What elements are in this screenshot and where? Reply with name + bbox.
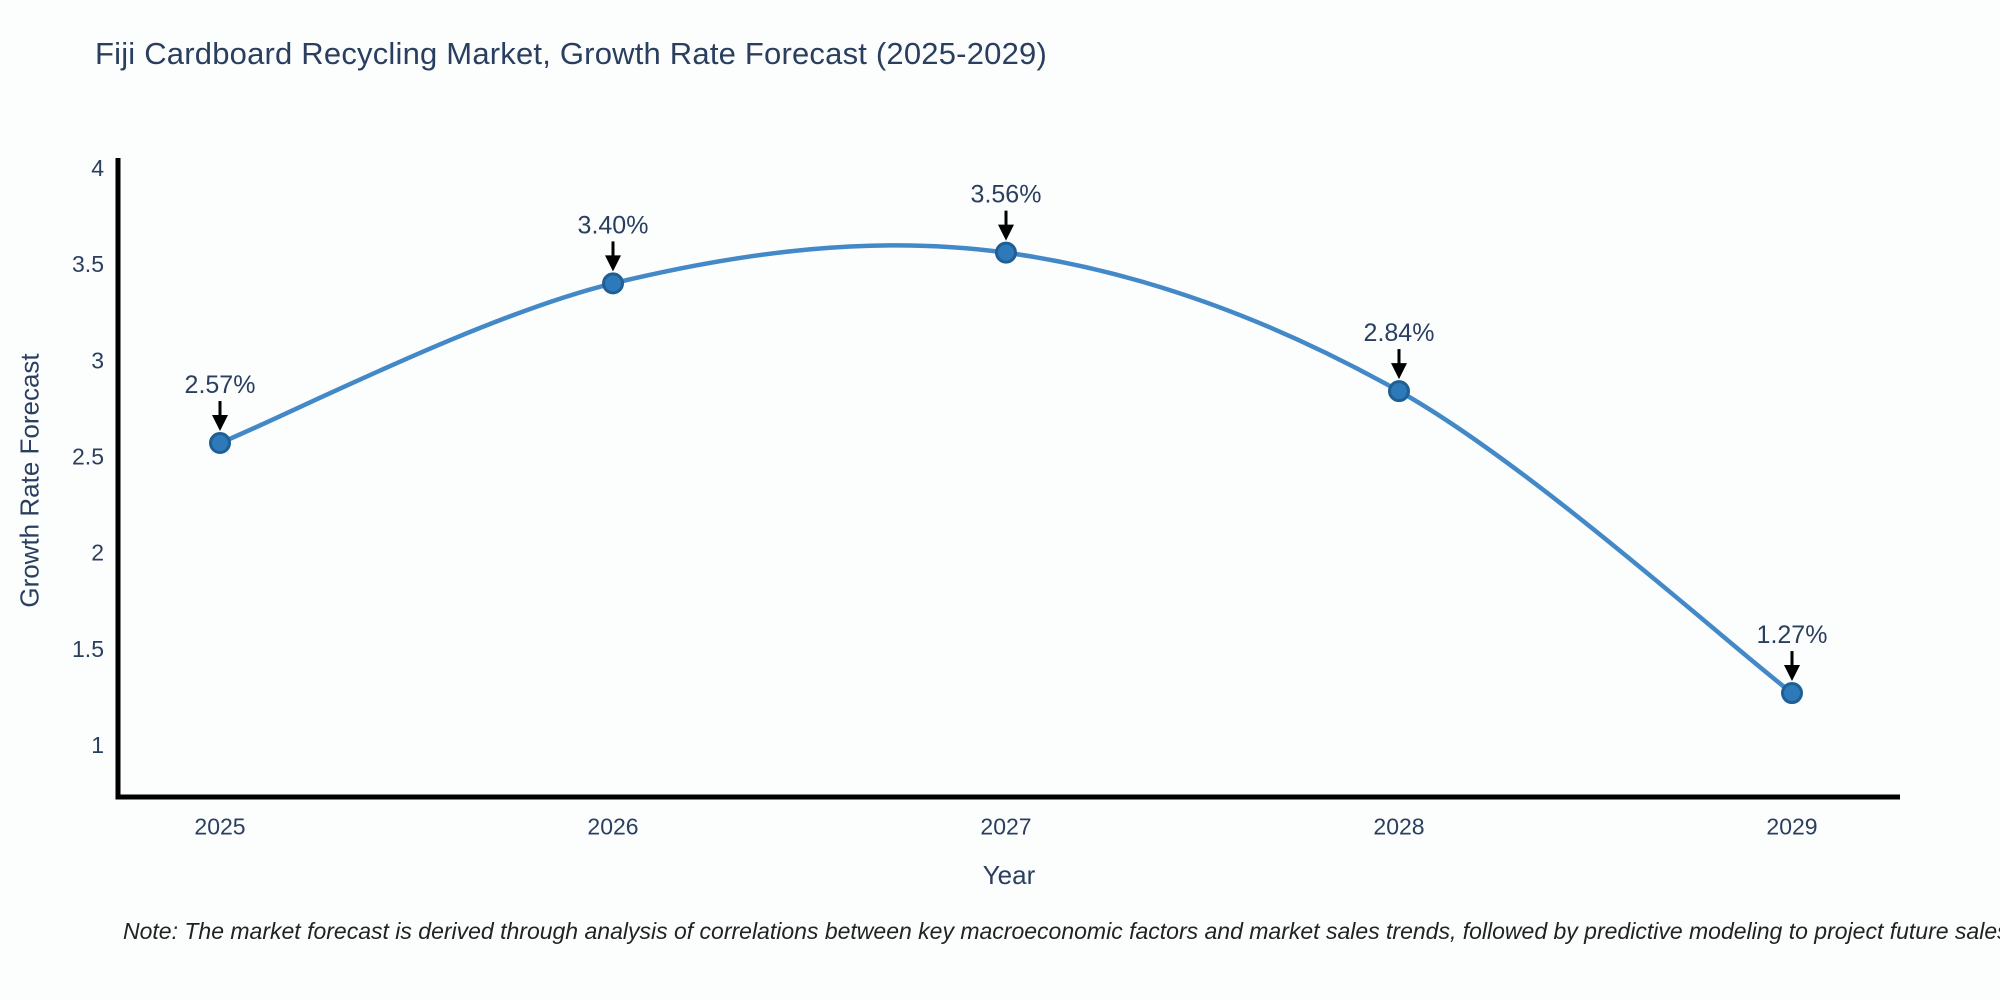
annotation-arrow-head [212,415,228,432]
point-value-label: 3.56% [971,181,1042,209]
data-point-2029[interactable] [1781,682,1803,705]
data-point-2027[interactable] [995,241,1017,264]
point-value-label: 1.27% [1757,621,1828,649]
data-point-2025[interactable] [209,432,231,455]
y-tick-label: 3.5 [72,251,104,277]
y-tick-label: 4 [91,155,104,181]
data-point-2026[interactable] [602,272,624,295]
annotation-arrow-head [1391,363,1407,380]
chart-title: Fiji Cardboard Recycling Market, Growth … [95,36,1047,71]
y-tick-label: 1 [91,732,104,758]
y-tick-label: 2.5 [72,443,104,469]
point-value-label: 3.40% [578,211,649,239]
y-axis-title: Growth Rate Forecast [14,353,45,608]
x-tick-label: 2025 [194,814,245,840]
footnote: Note: The market forecast is derived thr… [123,918,2000,944]
y-tick-label: 3 [91,347,104,373]
x-tick-label: 2026 [587,814,638,840]
x-tick-label: 2029 [1766,814,1817,840]
x-tick-label: 2027 [980,814,1031,840]
x-tick-label: 2028 [1373,814,1424,840]
y-tick-label: 1.5 [72,636,104,662]
point-value-label: 2.57% [185,371,256,399]
annotation-arrow-head [1784,665,1800,682]
annotation-arrow-head [998,224,1014,241]
forecast-line [219,243,1794,695]
y-tick-label: 2 [91,540,104,566]
data-point-2028[interactable] [1388,380,1410,403]
point-value-label: 2.84% [1364,319,1435,347]
x-axis-title: Year [982,860,1036,890]
annotation-arrow-head [605,255,621,272]
